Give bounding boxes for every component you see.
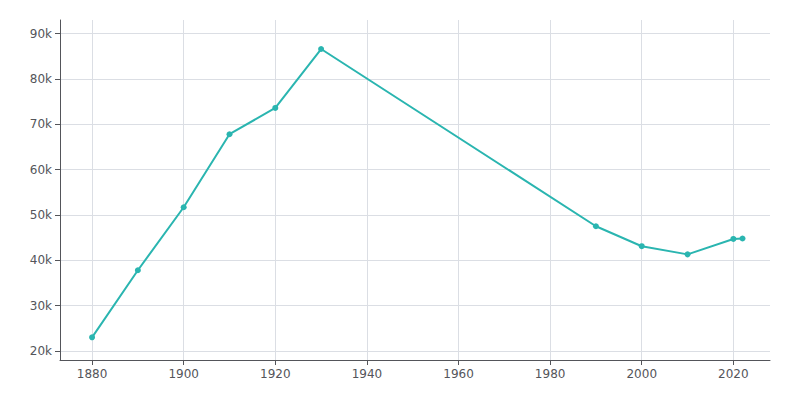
svg-text:1940: 1940 <box>352 367 383 381</box>
svg-text:2020: 2020 <box>718 367 749 381</box>
svg-text:40k: 40k <box>30 253 52 267</box>
svg-text:1920: 1920 <box>260 367 291 381</box>
svg-text:30k: 30k <box>30 299 52 313</box>
svg-text:90k: 90k <box>30 27 52 41</box>
svg-text:2000: 2000 <box>626 367 657 381</box>
svg-text:20k: 20k <box>30 344 52 358</box>
svg-text:1880: 1880 <box>77 367 108 381</box>
svg-text:50k: 50k <box>30 208 52 222</box>
svg-text:60k: 60k <box>30 163 52 177</box>
svg-text:1980: 1980 <box>535 367 566 381</box>
svg-text:70k: 70k <box>30 117 52 131</box>
svg-text:80k: 80k <box>30 72 52 86</box>
svg-text:1960: 1960 <box>443 367 474 381</box>
svg-text:1900: 1900 <box>168 367 199 381</box>
